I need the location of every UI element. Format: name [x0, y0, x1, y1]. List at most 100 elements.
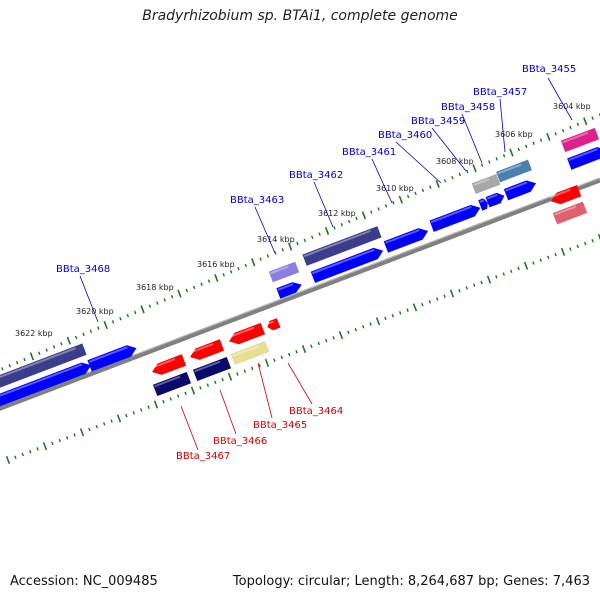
inner-tick-mark	[273, 358, 276, 362]
outer-tick-mark	[539, 138, 543, 142]
inner-tick-mark	[162, 399, 165, 404]
inner-tick-mark	[569, 247, 572, 251]
outer-tick-mark	[524, 144, 528, 149]
inner-tick-mark	[102, 422, 106, 426]
forward-gene-block	[268, 261, 300, 283]
outer-tick-mark	[287, 242, 293, 251]
outer-tick-mark	[1, 367, 4, 371]
outer-tick-mark	[554, 132, 557, 136]
reverse-gene-arrow	[228, 322, 266, 345]
outer-tick-mark	[435, 179, 440, 188]
outer-tick-mark	[370, 210, 373, 214]
forward-gene-arrow	[0, 362, 92, 407]
reverse-gene-arrow-shine	[228, 326, 255, 339]
inner-tick-mark	[169, 397, 173, 401]
outer-tick-mark	[591, 116, 594, 120]
inner-tick-mark	[347, 330, 350, 335]
outer-tick-mark	[465, 169, 469, 174]
outer-tick-mark	[140, 305, 145, 314]
inner-tick-mark	[206, 383, 210, 387]
inner-tick-mark	[458, 288, 461, 293]
outer-tick-mark	[251, 258, 256, 267]
inner-tick-mark	[73, 433, 76, 437]
outer-tick-ring	[1, 113, 600, 371]
inner-tick-mark	[532, 261, 535, 265]
tick-label: 3622 kbp	[15, 329, 53, 338]
gene-label: BBta_3460	[378, 130, 432, 141]
reverse-gene-arrow-shine	[189, 343, 214, 354]
outer-tick-mark	[170, 295, 174, 299]
gene-leader-line	[395, 141, 442, 184]
forward-gene-block	[495, 159, 533, 183]
outer-tick-mark	[97, 326, 100, 330]
reverse-gene-arrow	[550, 184, 582, 205]
inner-tick-mark	[412, 303, 418, 312]
outer-tick-mark	[185, 288, 189, 293]
outer-tick-mark	[429, 185, 432, 189]
reverse-gene-block	[552, 201, 588, 225]
outer-tick-mark	[546, 132, 551, 141]
inner-tick-mark	[480, 280, 483, 285]
inner-tick-mark	[28, 449, 32, 454]
outer-tick-mark	[324, 226, 330, 235]
gene-leader-line	[287, 362, 313, 405]
gene-label: BBta_3461	[342, 147, 396, 158]
inner-tick-mark	[472, 283, 476, 287]
forward-gene-arrow	[485, 192, 505, 208]
outer-tick-mark	[583, 117, 588, 126]
forward-gene-block-shine	[270, 265, 289, 275]
genome-backbone	[0, 177, 600, 411]
inner-tick-mark	[509, 269, 513, 274]
inner-tick-mark	[391, 313, 395, 318]
tick-label: 3606 kbp	[495, 130, 533, 139]
inner-tick-mark	[502, 272, 506, 276]
outer-tick-mark	[532, 141, 535, 145]
inner-tick-mark	[435, 297, 439, 301]
outer-tick-mark	[414, 191, 417, 196]
inner-tick-mark	[5, 455, 11, 465]
forward-gene-arrow-shine	[0, 363, 83, 397]
tick-labels: 3604 kbp 3606 kbp 3608 kbp 3610 kbp 3612 kbp…	[15, 102, 591, 338]
accession-text: Accession: NC_009485	[10, 574, 158, 589]
inner-tick-mark	[125, 413, 128, 418]
gene-leader-line	[180, 405, 199, 451]
gene-leader-line	[79, 275, 99, 323]
inner-tick-mark	[176, 394, 180, 398]
outer-tick-mark	[311, 235, 314, 239]
forward-gene-block-shine	[0, 347, 76, 378]
inner-tick-mark	[310, 344, 313, 348]
inner-tick-mark	[199, 386, 202, 390]
outer-tick-mark	[377, 207, 380, 211]
outer-tick-mark	[266, 254, 270, 258]
outer-tick-mark	[384, 204, 388, 208]
inner-tick-mark	[375, 317, 381, 326]
inner-tick-mark	[190, 386, 196, 395]
gene-leader-line	[431, 127, 467, 172]
inner-tick-mark	[421, 302, 424, 307]
inner-tick-mark	[486, 275, 492, 284]
outer-tick-mark	[103, 320, 108, 330]
outer-tick-mark	[66, 336, 71, 345]
outer-tick-mark	[296, 241, 299, 246]
tick-label: 3616 kbp	[197, 260, 235, 269]
outer-tick-mark	[163, 298, 166, 302]
inner-tick-mark	[554, 252, 557, 257]
inner-tick-mark	[250, 366, 254, 371]
outer-tick-mark	[133, 310, 137, 315]
forward-gene-block	[0, 343, 87, 388]
inner-tick-mark	[58, 438, 62, 443]
gene-leader-line	[219, 389, 237, 435]
forward-gene-block	[302, 225, 382, 267]
outer-tick-mark	[361, 211, 367, 220]
inner-tick-mark	[384, 316, 387, 321]
inner-tick-mark	[153, 400, 159, 409]
gene-leader-line	[371, 158, 393, 204]
outer-tick-mark	[45, 348, 48, 352]
inner-tick-mark	[184, 391, 187, 396]
forward-gene-arrow-shine	[430, 205, 472, 224]
inner-tick-mark	[523, 261, 529, 270]
gene-label: BBta_3468	[56, 264, 110, 275]
outer-tick-mark	[517, 147, 521, 152]
forward-gene-block	[471, 173, 501, 195]
